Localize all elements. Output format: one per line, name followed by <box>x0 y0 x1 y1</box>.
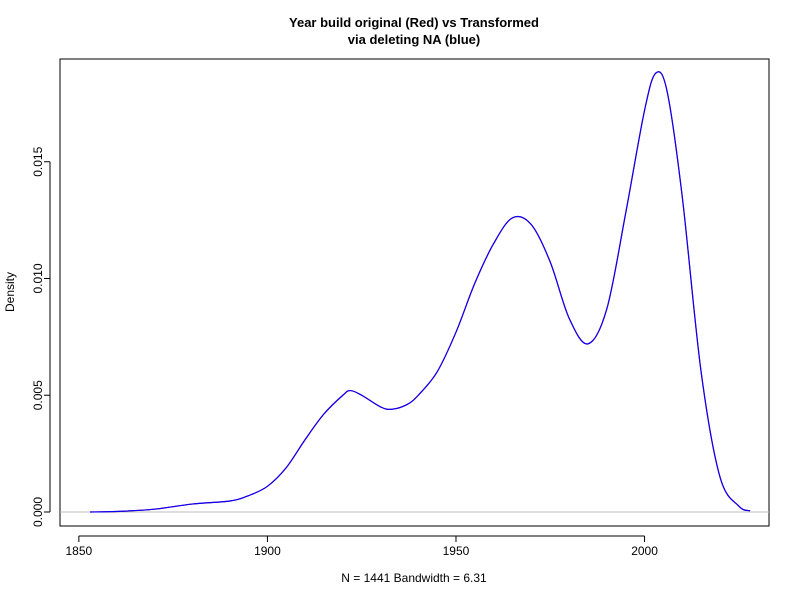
y-axis: 0.000 0.005 0.010 0.015 <box>31 146 51 527</box>
chart-title-line-1: Year build original (Red) vs Transformed <box>289 15 539 30</box>
x-axis: 1850 1900 1950 2000 <box>66 535 658 558</box>
series-line-transformed <box>90 71 751 513</box>
series-line-original <box>90 71 751 513</box>
x-tick-label: 2000 <box>631 544 658 558</box>
y-tick-label: 0.005 <box>31 380 45 410</box>
y-axis-label: Density <box>3 272 17 312</box>
x-axis-label: N = 1441 Bandwidth = 6.31 <box>341 571 487 585</box>
y-tick-label: 0.000 <box>31 497 45 527</box>
x-tick-label: 1950 <box>443 544 470 558</box>
y-tick-label: 0.015 <box>31 146 45 176</box>
x-tick-label: 1900 <box>254 544 281 558</box>
chart-title-line-2: via deleting NA (blue) <box>348 32 480 47</box>
x-tick-label: 1850 <box>66 544 93 558</box>
plot-frame <box>59 58 770 527</box>
y-tick-label: 0.010 <box>31 263 45 293</box>
